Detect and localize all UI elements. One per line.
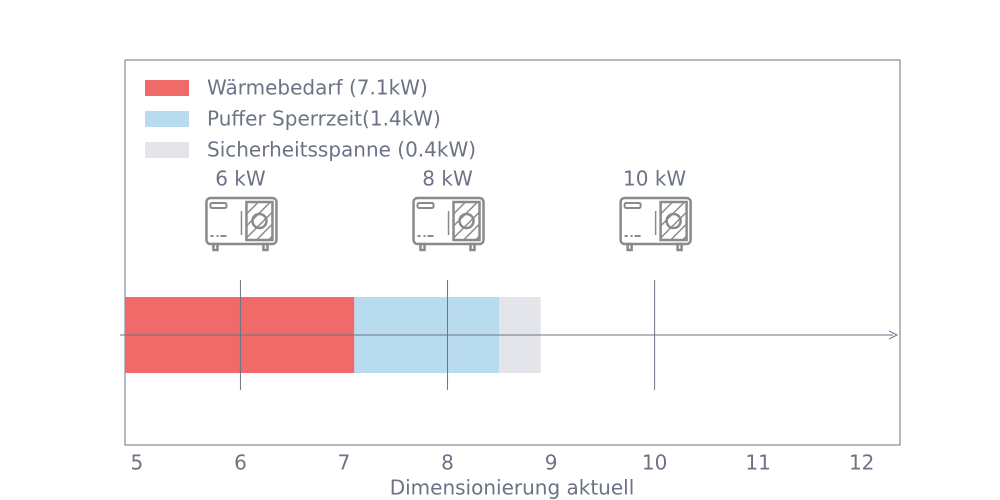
x-tick-label: 6 [234,451,247,475]
marker-label: 6 kW [215,167,266,191]
heat-pump-icon [619,196,692,252]
icon-body [619,196,692,246]
icon-hatch [245,201,273,241]
x-tick-label: 7 [338,451,351,475]
icon-foot [419,242,426,252]
legend-swatch [145,142,189,158]
x-tick-label: 10 [642,451,667,475]
plot-frame [124,59,901,446]
icon-body [205,196,278,246]
icon-body [412,196,485,246]
x-tick-label: 8 [441,451,454,475]
legend-label: Puffer Sperrzeit(1.4kW) [207,107,441,131]
icon-grille [245,200,274,242]
heat-pump-icon [205,196,278,252]
icon-grille [452,200,481,242]
icon-foot [626,242,633,252]
icon-foot [469,242,476,252]
arrow-head [888,330,899,340]
icon-hatch [452,201,481,241]
legend-swatch [145,80,189,96]
icon-hatch [660,201,688,241]
icon-foot [676,242,683,252]
x-tick-label: 5 [131,451,144,475]
x-tick-label: 9 [545,451,558,475]
marker-label: 10 kW [623,167,686,191]
icon-foot [262,242,269,252]
legend-label: Sicherheitsspanne (0.4kW) [207,138,476,162]
x-tick-label: 12 [849,451,874,475]
icon-grille [659,200,688,242]
legend-swatch [145,111,189,127]
x-tick-label: 11 [745,451,770,475]
icon-foot [212,242,219,252]
icon-panel [416,202,435,209]
legend-label: Wärmebedarf (7.1kW) [207,76,428,100]
marker-label: 8 kW [422,167,473,191]
heat-pump-icon [412,196,485,252]
icon-panel [209,202,228,209]
icon-panel [623,202,642,209]
x-axis-label: Dimensionierung aktuell [390,476,635,500]
bar-group [125,297,541,373]
